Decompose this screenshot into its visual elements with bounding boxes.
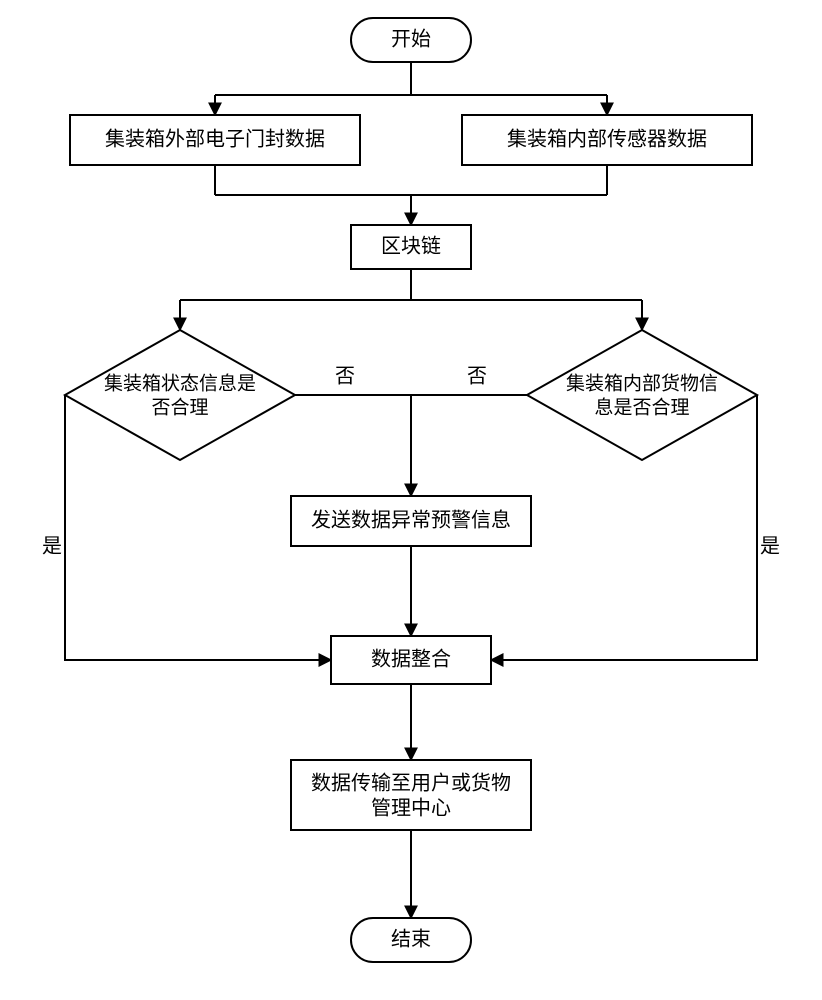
lbl-no-r: 否 xyxy=(467,366,487,388)
decL-t1: 集装箱状态信息是 xyxy=(104,372,256,394)
input-left-text: 集装箱外部电子门封数据 xyxy=(105,128,325,151)
decR-t1: 集装箱内部货物信 xyxy=(566,372,718,394)
decR-t2: 息是否合理 xyxy=(594,396,689,418)
lbl-yes-l: 是 xyxy=(42,536,62,558)
start-text: 开始 xyxy=(391,28,431,51)
lbl-yes-r: 是 xyxy=(760,536,780,558)
warn-text: 发送数据异常预警信息 xyxy=(311,509,511,532)
input-right-text: 集装箱内部传感器数据 xyxy=(507,128,707,151)
merge-text: 数据整合 xyxy=(371,648,451,671)
out-t2: 管理中心 xyxy=(371,797,451,820)
decL-t2: 否合理 xyxy=(151,396,208,418)
decision-right-node xyxy=(527,330,757,460)
lbl-no-l: 否 xyxy=(335,366,355,388)
flowchart: 开始 集装箱外部电子门封数据 集装箱内部传感器数据 区块链 集装箱状态信息是 否… xyxy=(0,0,822,1000)
end-text: 结束 xyxy=(391,928,431,951)
out-t1: 数据传输至用户或货物 xyxy=(311,772,511,795)
decision-left-node xyxy=(65,330,295,460)
blockchain-text: 区块链 xyxy=(381,235,441,258)
